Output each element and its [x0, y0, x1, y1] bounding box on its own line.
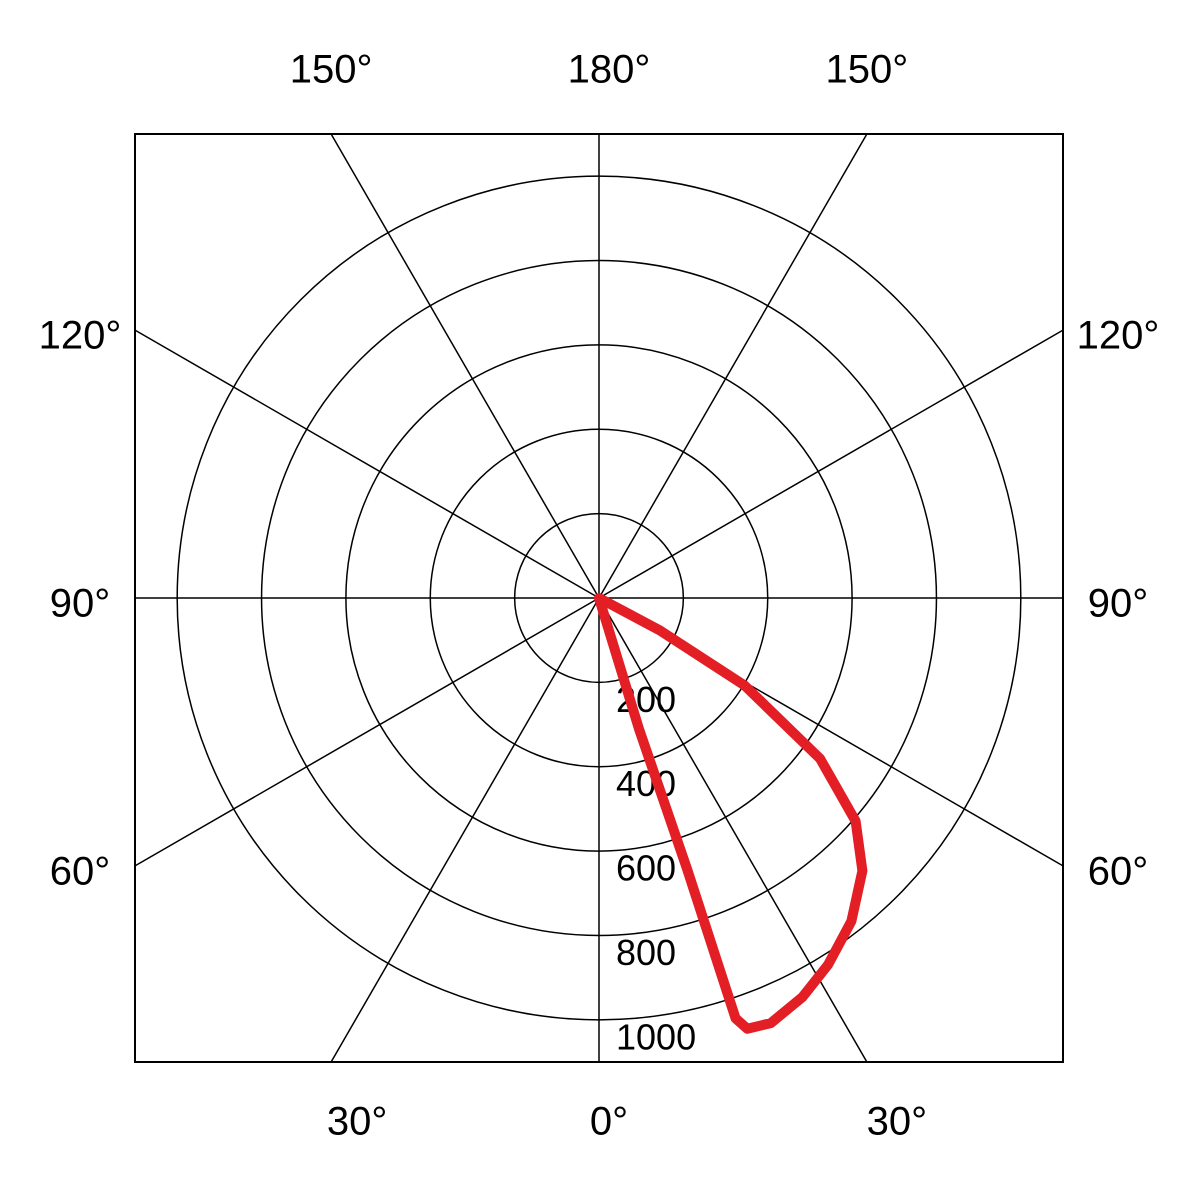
angle-label: 0° — [590, 1100, 628, 1144]
angle-label: 180° — [568, 48, 651, 92]
angle-label: 30° — [327, 1100, 388, 1144]
spoke — [330, 597, 600, 1063]
spoke — [134, 597, 600, 867]
spoke — [598, 597, 868, 1063]
spoke — [330, 133, 600, 599]
angle-label: 150° — [826, 48, 909, 92]
angle-label: 120° — [39, 314, 122, 358]
angle-label: 120° — [1077, 314, 1160, 358]
r-tick-label: 600 — [616, 848, 676, 889]
r-tick-label: 800 — [616, 932, 676, 973]
angle-label: 60° — [1088, 849, 1149, 893]
r-tick-label: 1000 — [616, 1016, 696, 1057]
angle-label: 90° — [50, 582, 111, 626]
angle-label: 90° — [1088, 582, 1149, 626]
spoke — [598, 133, 868, 599]
angle-label: 30° — [867, 1100, 928, 1144]
angle-label: 150° — [290, 48, 373, 92]
spoke — [598, 329, 1064, 599]
angle-label: 60° — [50, 849, 111, 893]
intensity-curve — [594, 593, 868, 1034]
spoke — [134, 329, 600, 599]
